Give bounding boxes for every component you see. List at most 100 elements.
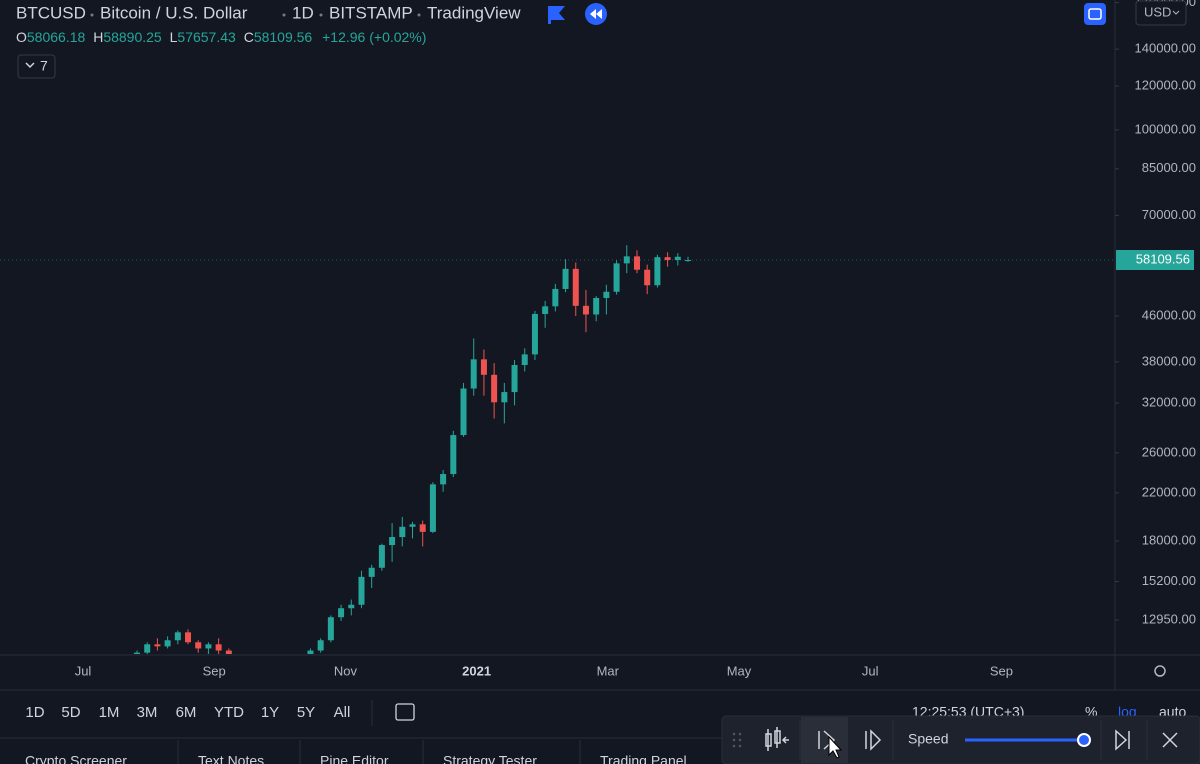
candle-body — [225, 650, 232, 654]
speed-label: Speed — [908, 731, 948, 747]
date-range-icon[interactable] — [395, 703, 415, 721]
indicators-toggle[interactable] — [17, 54, 56, 79]
x-tick-label: 2021 — [462, 663, 491, 678]
candle-body — [338, 608, 345, 618]
select-bar-icon[interactable] — [765, 727, 789, 751]
ohlc-row: O58066.18 H58890.25 L57657.43 C58109.56 … — [16, 29, 426, 45]
range-button[interactable]: All — [334, 704, 351, 721]
candle-body — [644, 269, 651, 286]
description: Bitcoin / U.S. Dollar — [100, 3, 248, 22]
candle-body — [501, 392, 508, 403]
candle-body — [460, 388, 467, 436]
close-replay[interactable] — [1162, 732, 1178, 748]
x-tick-label: Nov — [334, 663, 358, 678]
tab[interactable]: Trading Panel — [600, 753, 687, 764]
low-value: 57657.43 — [177, 29, 236, 45]
x-tick-label: Sep — [203, 663, 226, 678]
range-button[interactable]: 1M — [99, 704, 120, 721]
close-value: 58109.56 — [254, 29, 313, 45]
rewind-glyph — [590, 9, 602, 19]
range-button[interactable]: 1Y — [261, 704, 279, 721]
range-button[interactable]: 5D — [61, 704, 80, 721]
candle-body — [664, 257, 671, 261]
range-button[interactable]: 6M — [176, 704, 197, 721]
last-price-label: 58109.56 — [1136, 251, 1190, 266]
separator — [319, 13, 323, 17]
candle-body — [531, 313, 538, 355]
candle-body — [450, 435, 457, 475]
chevron — [1172, 10, 1180, 15]
candle-body — [470, 359, 477, 389]
range-buttons: 1D 5D 1M 3M 6M YTD 1Y 5Y All — [25, 704, 350, 721]
currency-button[interactable] — [1135, 0, 1187, 26]
candle-body — [174, 632, 181, 641]
range-button[interactable]: YTD — [214, 704, 244, 721]
candle-body — [358, 576, 365, 605]
speed-slider-knob[interactable] — [1077, 733, 1091, 747]
drag-handle[interactable] — [732, 732, 742, 748]
candle-body — [674, 256, 681, 261]
range-button[interactable]: 1D — [25, 704, 44, 721]
candle-body — [134, 652, 140, 654]
open-value: 58066.18 — [27, 29, 86, 45]
separator — [90, 13, 94, 17]
y-tick-label: 100000.00 — [1135, 121, 1196, 136]
candle-body — [419, 524, 426, 532]
candle-body — [633, 256, 640, 270]
symbol[interactable]: BTCUSD — [16, 3, 86, 22]
y-tick-label: 85000.00 — [1142, 160, 1196, 175]
range-button[interactable]: 3M — [137, 704, 158, 721]
x-tick-label: Jul — [862, 663, 879, 678]
jump-to-realtime-icon[interactable] — [1115, 729, 1130, 751]
candle-body — [480, 359, 487, 375]
fullscreen-glyph — [1088, 8, 1102, 20]
settings-icon[interactable] — [1154, 665, 1166, 677]
y-tick-label: 18000.00 — [1142, 532, 1196, 547]
candle-body — [491, 374, 498, 403]
tab[interactable]: Text Notes — [198, 753, 264, 764]
candle-body — [327, 617, 334, 641]
tab[interactable]: Pine Editor — [320, 753, 389, 764]
close-label: C — [244, 29, 254, 45]
candle-body — [562, 268, 569, 289]
candle-body — [654, 257, 661, 286]
candle-body — [348, 604, 355, 609]
candles — [134, 245, 691, 654]
flag-icon[interactable] — [548, 6, 565, 24]
high-label: H — [93, 29, 103, 45]
y-tick-label: 22000.00 — [1142, 484, 1196, 499]
y-tick-label: 70000.00 — [1142, 207, 1196, 222]
open-label: O — [16, 29, 27, 45]
y-tick-label: 38000.00 — [1142, 353, 1196, 368]
candle-body — [603, 291, 610, 298]
cursor — [828, 735, 843, 759]
range-button[interactable]: 5Y — [297, 704, 315, 721]
candle-body — [378, 545, 385, 568]
low-label: L — [170, 29, 178, 45]
last-price-tag — [1116, 249, 1194, 270]
candle-body — [593, 297, 600, 315]
candle-body — [409, 524, 416, 527]
candle-body — [144, 644, 151, 653]
fullscreen-button[interactable] — [1084, 3, 1106, 25]
candle-body — [399, 526, 406, 538]
step-forward-icon[interactable] — [865, 729, 882, 751]
candle-body — [164, 640, 171, 647]
y-tick-label: 120000.00 — [1135, 78, 1196, 93]
play-button-bg[interactable] — [801, 717, 848, 763]
y-tick-label: 12950.00 — [1142, 611, 1196, 626]
change: +12.96 (+0.02%) — [322, 29, 426, 45]
y-tick-label: 26000.00 — [1142, 444, 1196, 459]
tab[interactable]: Strategy Tester — [443, 753, 537, 764]
y-tick-label: 15200.00 — [1142, 573, 1196, 588]
interval[interactable]: 1D — [292, 3, 314, 22]
tab[interactable]: Crypto Screener — [25, 753, 127, 764]
currency: USD — [1144, 4, 1171, 19]
candle-body — [521, 354, 528, 366]
x-tick-label: Jul — [75, 663, 92, 678]
candle-body — [542, 306, 549, 314]
y-tick-label: 46000.00 — [1142, 307, 1196, 322]
candle-body — [195, 642, 202, 649]
y-tick-label: 32000.00 — [1142, 394, 1196, 409]
